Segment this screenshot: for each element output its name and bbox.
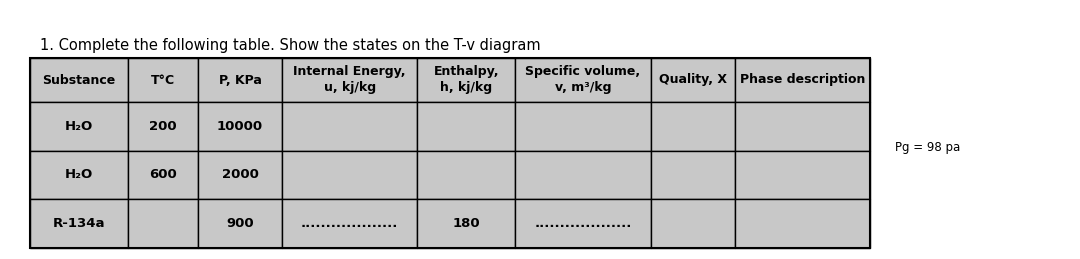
Text: 600: 600 — [149, 169, 177, 182]
Bar — [515, 199, 650, 248]
Text: Pg = 98 pa: Pg = 98 pa — [895, 141, 960, 155]
Text: 200: 200 — [149, 120, 177, 133]
Bar — [417, 199, 515, 248]
Text: 900: 900 — [226, 217, 254, 230]
Text: 1. Complete the following table. Show the states on the T-v diagram: 1. Complete the following table. Show th… — [40, 38, 541, 53]
Bar — [282, 199, 417, 248]
Bar — [30, 102, 129, 151]
Text: Enthalpy,
h, kj/kg: Enthalpy, h, kj/kg — [433, 66, 499, 95]
Text: Quality, X: Quality, X — [659, 74, 727, 87]
Bar — [734, 58, 870, 102]
Text: ...................: ................... — [535, 217, 632, 230]
Bar — [30, 58, 129, 102]
Bar — [129, 58, 198, 102]
Text: H₂O: H₂O — [65, 169, 93, 182]
Bar — [417, 58, 515, 102]
Text: P, KPa: P, KPa — [218, 74, 261, 87]
Bar — [129, 151, 198, 199]
Bar — [198, 58, 282, 102]
Text: 2000: 2000 — [221, 169, 258, 182]
Bar — [734, 151, 870, 199]
Bar — [282, 151, 417, 199]
Text: T°C: T°C — [151, 74, 175, 87]
Bar — [734, 102, 870, 151]
Bar — [30, 58, 870, 248]
Bar — [282, 102, 417, 151]
Bar — [734, 199, 870, 248]
Bar — [417, 102, 515, 151]
Text: Internal Energy,
u, kj/kg: Internal Energy, u, kj/kg — [294, 66, 406, 95]
Text: ...................: ................... — [301, 217, 399, 230]
Text: Specific volume,
v, m³/kg: Specific volume, v, m³/kg — [526, 66, 640, 95]
Bar — [129, 199, 198, 248]
Bar — [129, 102, 198, 151]
Text: 180: 180 — [453, 217, 481, 230]
Bar — [30, 199, 129, 248]
Bar — [650, 199, 734, 248]
Text: Phase description: Phase description — [740, 74, 865, 87]
Bar — [198, 199, 282, 248]
Bar — [30, 151, 129, 199]
Bar — [30, 58, 870, 248]
Bar — [515, 151, 650, 199]
Text: H₂O: H₂O — [65, 120, 93, 133]
Bar — [650, 58, 734, 102]
Bar — [417, 151, 515, 199]
Bar — [650, 102, 734, 151]
Text: R-134a: R-134a — [53, 217, 105, 230]
Bar — [515, 58, 650, 102]
Bar — [515, 102, 650, 151]
Bar — [198, 102, 282, 151]
Text: 10000: 10000 — [217, 120, 264, 133]
Bar — [282, 58, 417, 102]
Text: Substance: Substance — [42, 74, 116, 87]
Bar — [198, 151, 282, 199]
Bar — [650, 151, 734, 199]
